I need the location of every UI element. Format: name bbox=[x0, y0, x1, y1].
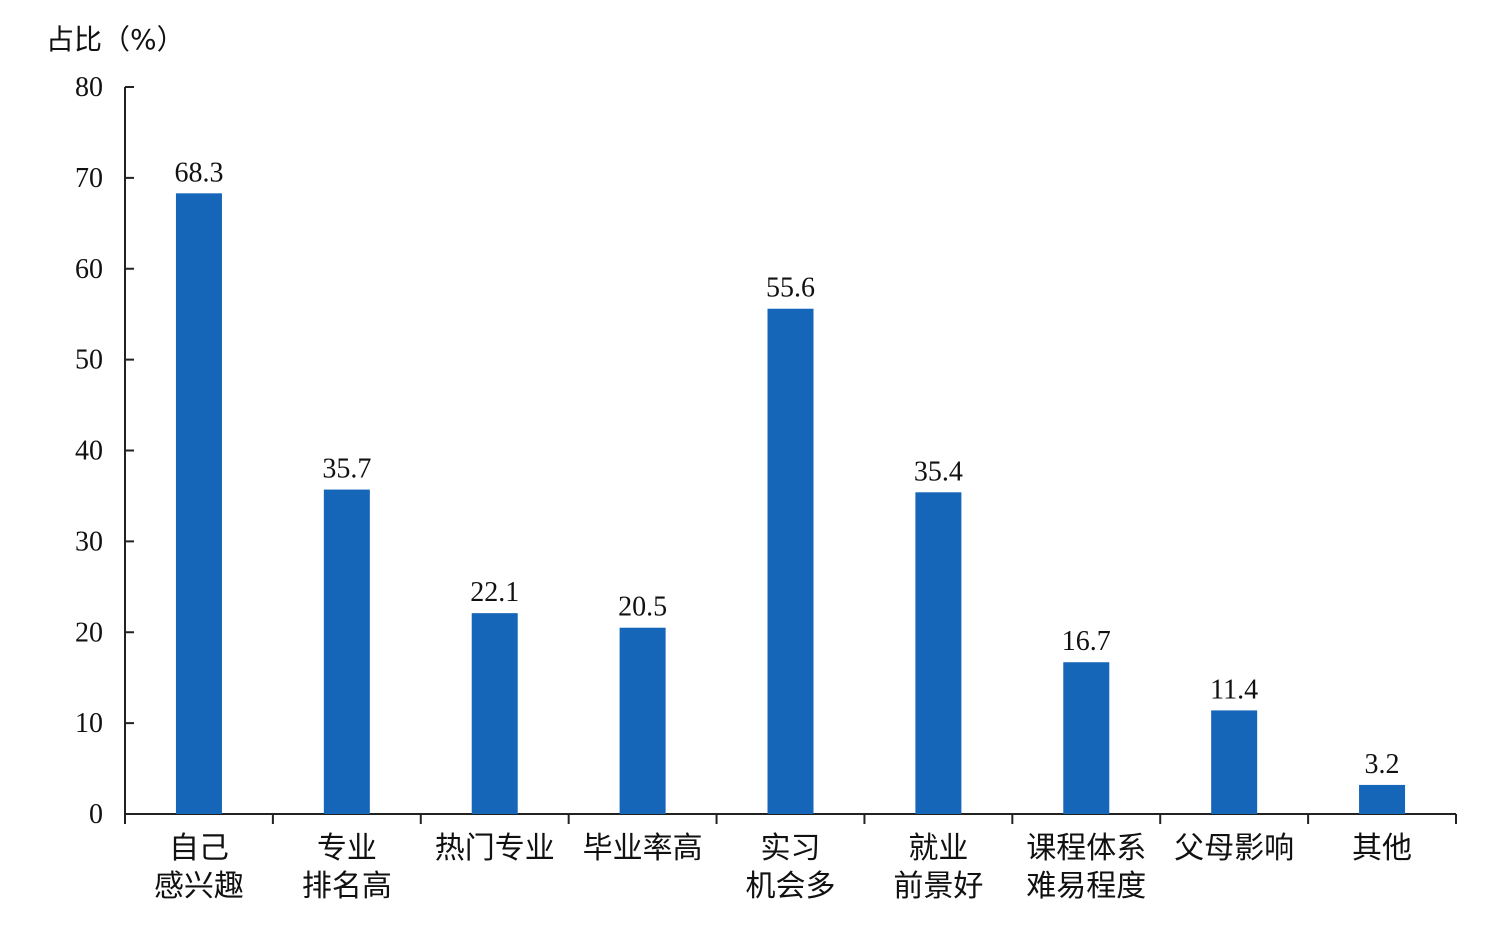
bar bbox=[471, 613, 518, 814]
bar bbox=[1063, 662, 1110, 814]
x-tick-label: 热门专业 bbox=[435, 831, 555, 866]
bar bbox=[323, 489, 370, 814]
bar bbox=[1359, 784, 1406, 814]
bar-value-label: 16.7 bbox=[1062, 626, 1111, 657]
x-tick-label: 父母影响 bbox=[1174, 831, 1294, 866]
y-tick-label: 40 bbox=[75, 436, 103, 467]
y-tick-label: 10 bbox=[75, 708, 103, 739]
x-axis bbox=[124, 813, 1457, 824]
bar-value-label: 68.3 bbox=[174, 157, 223, 188]
bar-value-label: 20.5 bbox=[618, 592, 667, 623]
y-tick-label: 60 bbox=[75, 254, 103, 285]
bars bbox=[175, 193, 1406, 815]
bar-value-label: 55.6 bbox=[766, 273, 815, 304]
x-tick-label: 其他 bbox=[1352, 831, 1412, 866]
value-labels: 68.3 35.7 22.1 20.5 55.6 35.4 16.7 11.4 3.2 bbox=[174, 157, 1399, 780]
y-tick-label: 70 bbox=[75, 163, 103, 194]
x-tick-label: 专业 bbox=[317, 831, 377, 866]
y-tick-label: 80 bbox=[75, 72, 103, 103]
bar-value-label: 3.2 bbox=[1365, 749, 1400, 780]
x-tick-label: 实习 bbox=[761, 831, 821, 866]
x-tick-label: 机会多 bbox=[746, 869, 836, 904]
x-tick-label: 前景好 bbox=[893, 869, 983, 904]
x-tick-label: 感兴趣 bbox=[154, 869, 244, 904]
bar-value-label: 22.1 bbox=[470, 577, 519, 608]
x-tick-label: 自己 bbox=[169, 831, 229, 866]
bar-value-label: 35.4 bbox=[914, 456, 963, 487]
y-tick-label: 0 bbox=[89, 799, 103, 830]
y-tick-label: 20 bbox=[75, 617, 103, 648]
x-tick-label: 就业 bbox=[908, 831, 968, 866]
y-tick-label: 50 bbox=[75, 345, 103, 376]
x-tick-label: 难易程度 bbox=[1026, 869, 1146, 904]
bar bbox=[619, 627, 666, 814]
bar-value-label: 35.7 bbox=[322, 454, 371, 485]
bar-value-label: 11.4 bbox=[1210, 674, 1258, 705]
bar bbox=[175, 193, 222, 815]
y-axis: 0 10 20 30 40 50 60 70 80 bbox=[75, 72, 134, 830]
x-tick-label: 课程体系 bbox=[1026, 831, 1146, 866]
bar bbox=[767, 308, 814, 814]
bar bbox=[915, 492, 962, 814]
x-tick-label: 毕业率高 bbox=[583, 831, 703, 866]
bar bbox=[1211, 710, 1258, 814]
y-axis-label: 占比（%） bbox=[46, 23, 185, 56]
y-tick-label: 30 bbox=[75, 526, 103, 557]
x-tick-label: 排名高 bbox=[302, 869, 392, 904]
